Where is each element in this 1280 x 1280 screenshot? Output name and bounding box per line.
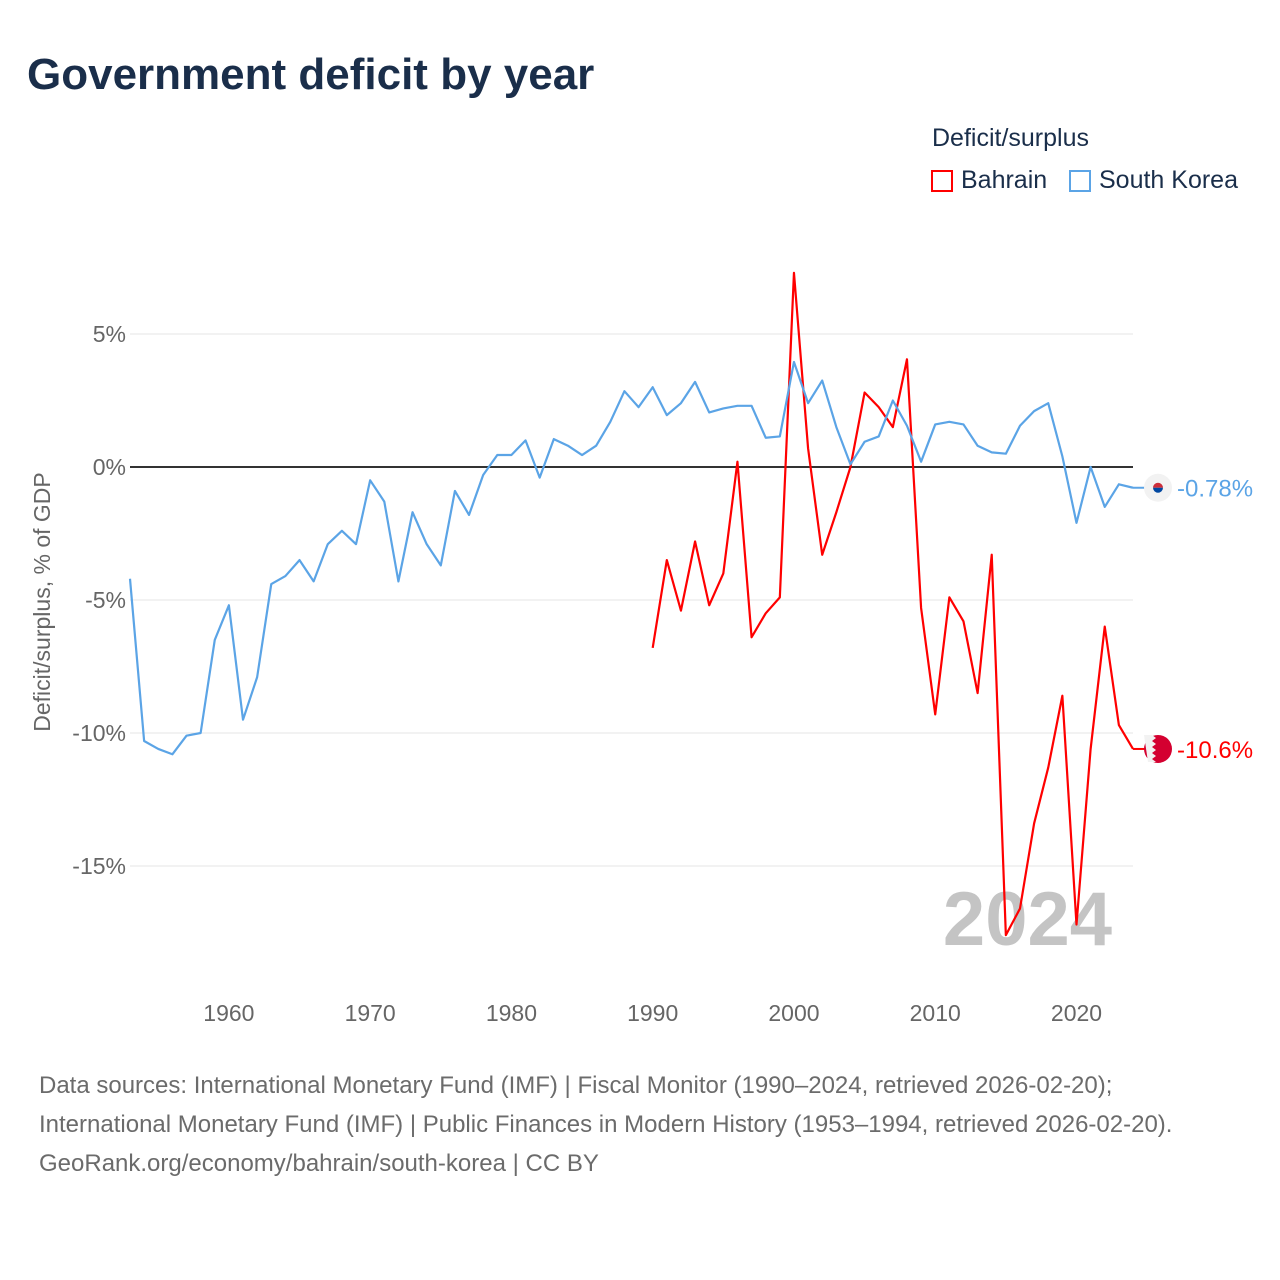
year-watermark: 2024 <box>943 877 1112 962</box>
x-tick-label: 1990 <box>627 1000 678 1026</box>
y-tick-label: 0% <box>93 454 126 480</box>
credit-link[interactable]: GeoRank.org/economy/bahrain/south-korea … <box>39 1150 599 1177</box>
y-tick-label: 5% <box>93 321 126 347</box>
chart-title: Government deficit by year <box>27 50 595 99</box>
legend-label: Bahrain <box>961 166 1048 194</box>
end-value-label: -10.6% <box>1177 737 1253 764</box>
series-line-bahrain <box>651 271 1134 937</box>
y-tick-label: -10% <box>72 720 126 746</box>
x-tick-label: 1960 <box>203 1000 254 1026</box>
y-axis-label: Deficit/surplus, % of GDP <box>29 472 55 731</box>
x-tick-label: 2010 <box>910 1000 961 1026</box>
x-tick-label: 1980 <box>486 1000 537 1026</box>
legend-swatch <box>931 169 953 192</box>
flag-taegeuk-red <box>1153 482 1163 488</box>
y-tick-label: -15% <box>72 853 126 879</box>
series-line-south-korea <box>128 360 1134 756</box>
x-tick-label: 2000 <box>768 1000 819 1026</box>
x-tick-label: 1970 <box>345 1000 396 1026</box>
flag-taegeuk-blue <box>1153 487 1163 493</box>
end-value-label: -0.78% <box>1177 476 1253 503</box>
legend-title: Deficit/surplus <box>932 124 1089 152</box>
line-chart: 2024 5% 0% -5% -10% -15% 1960 1970 1980 1990 2000 2… <box>29 271 1253 1026</box>
legend-label: South Korea <box>1099 166 1238 194</box>
y-tick-label: -5% <box>85 587 126 613</box>
data-sources: Data sources: International Monetary Fun… <box>39 1072 1173 1138</box>
legend-item-bahrain[interactable]: Bahrain <box>931 166 1047 195</box>
legend-item-south-korea[interactable]: South Korea <box>1069 166 1238 195</box>
x-tick-label: 2020 <box>1051 1000 1102 1026</box>
legend-swatch <box>1069 169 1091 192</box>
bahrain-flag-stripe <box>1144 734 1156 762</box>
footer: Data sources: International Monetary Fun… <box>39 1066 1239 1183</box>
